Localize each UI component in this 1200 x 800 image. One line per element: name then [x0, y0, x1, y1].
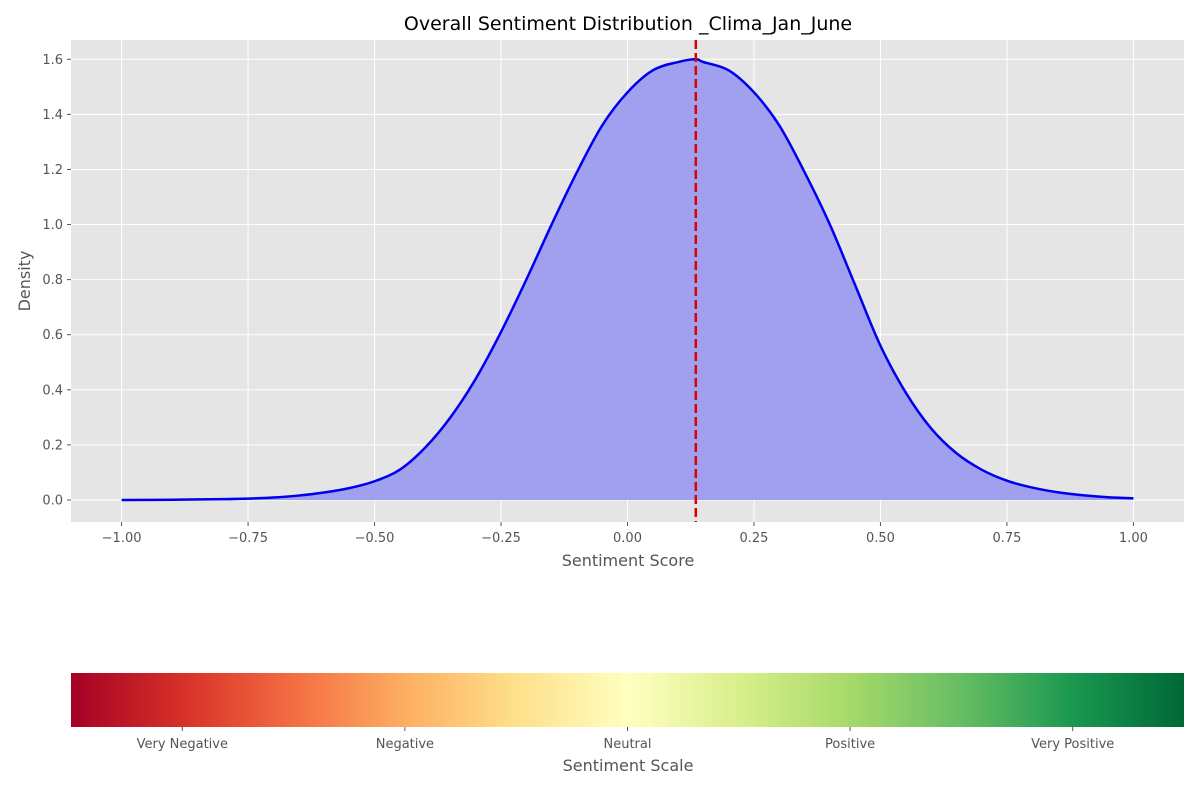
- y-tick-label: 0.4: [42, 383, 63, 398]
- density-area-layer: [121, 40, 1134, 522]
- y-axis-ticks: 0.0 0.2 0.4 0.6 0.8 1.0 1.2 1.4 1.6: [42, 53, 71, 508]
- colorbar-label: Sentiment Scale: [563, 756, 694, 775]
- y-tick-label: 1.2: [42, 163, 63, 178]
- x-tick-label: 1.00: [1119, 531, 1148, 546]
- y-tick-label: 0.2: [42, 438, 63, 453]
- x-tick-label: 0.00: [613, 531, 642, 546]
- y-axis-label: Density: [15, 251, 34, 312]
- colorbar-tick-label: Neutral: [604, 737, 652, 752]
- colorbar: [71, 673, 1184, 727]
- colorbar-ticks: Very Negative Negative Neutral Positive Very…: [137, 727, 1114, 752]
- y-tick-label: 1.6: [42, 53, 63, 68]
- chart-title: Overall Sentiment Distribution _Clima_Ja…: [404, 13, 852, 35]
- density-area: [121, 59, 1134, 500]
- y-tick-label: 1.0: [42, 218, 63, 233]
- x-axis-label: Sentiment Score: [562, 551, 695, 570]
- y-tick-label: 0.6: [42, 328, 63, 343]
- y-tick-label: 0.0: [42, 493, 63, 508]
- x-tick-label: −0.50: [355, 531, 395, 546]
- y-tick-label: 1.4: [42, 108, 63, 123]
- x-tick-label: 0.75: [992, 531, 1021, 546]
- x-tick-label: 0.50: [866, 531, 895, 546]
- colorbar-tick-label: Positive: [825, 737, 875, 752]
- x-tick-label: 0.25: [740, 531, 769, 546]
- x-tick-label: −0.75: [228, 531, 268, 546]
- density-line: [121, 58, 1134, 502]
- colorbar-tick-label: Very Positive: [1031, 737, 1114, 752]
- colorbar-tick-label: Very Negative: [137, 737, 228, 752]
- colorbar-tick-label: Negative: [376, 737, 434, 752]
- y-tick-label: 0.8: [42, 273, 63, 288]
- x-axis-ticks: −1.00 −0.75 −0.50 −0.25 0.00 0.25 0.50 0.75 1.00: [102, 522, 1148, 546]
- x-tick-label: −0.25: [481, 531, 521, 546]
- x-tick-label: −1.00: [102, 531, 142, 546]
